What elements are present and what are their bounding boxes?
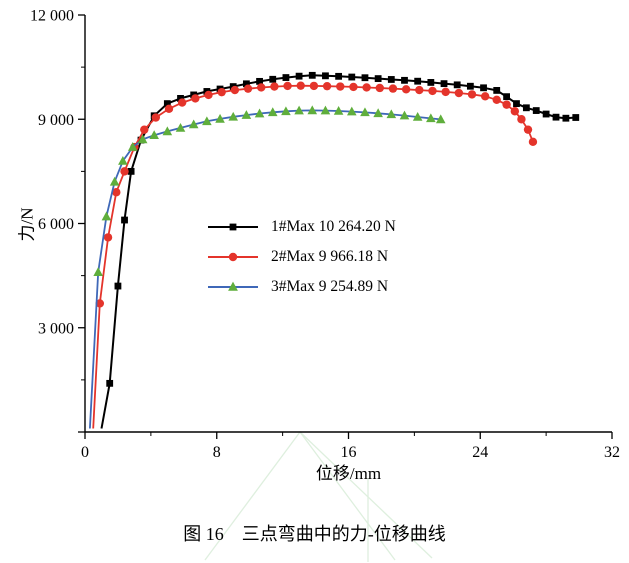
figure-caption: 图 16 三点弯曲中的力-位移曲线 xyxy=(183,524,446,544)
chart-legend: 1#Max 10 264.20 N 2#Max 9 966.18 N 3#Max… xyxy=(207,212,396,302)
x-tick-label: 0 xyxy=(81,444,89,461)
legend-item-1: 1#Max 10 264.20 N xyxy=(207,212,396,242)
y-tick-label: 12 000 xyxy=(30,8,74,25)
x-tick-label: 8 xyxy=(213,444,221,461)
ticks: 0 8 16 24 32 3 000 6 000 9 000 12 000 xyxy=(30,8,620,462)
legend-label-3: 3#Max 9 254.89 N xyxy=(271,278,389,295)
legend-label-2: 2#Max 9 966.18 N xyxy=(271,248,389,265)
legend-swatch-square xyxy=(208,223,258,231)
legend-swatch-circle xyxy=(208,252,258,262)
legend-swatch-triangle xyxy=(208,281,258,291)
y-tick-label: 9 000 xyxy=(38,112,74,129)
series-2 xyxy=(92,81,538,429)
x-axis-label: 位移/mm xyxy=(315,464,382,483)
legend-item-3: 3#Max 9 254.89 N xyxy=(207,272,396,302)
x-tick-label: 32 xyxy=(604,444,620,461)
y-tick-label: 3 000 xyxy=(38,320,74,337)
y-axis-label: 力/N xyxy=(17,207,37,242)
x-tick-label: 16 xyxy=(341,444,357,461)
series-2-markers xyxy=(95,81,538,308)
legend-item-2: 2#Max 9 966.18 N xyxy=(207,242,396,272)
x-tick-label: 24 xyxy=(472,444,488,461)
series-3 xyxy=(89,105,446,429)
series-3-markers xyxy=(93,105,446,276)
legend-label-1: 1#Max 10 264.20 N xyxy=(271,218,396,235)
y-tick-label: 6 000 xyxy=(38,216,74,233)
